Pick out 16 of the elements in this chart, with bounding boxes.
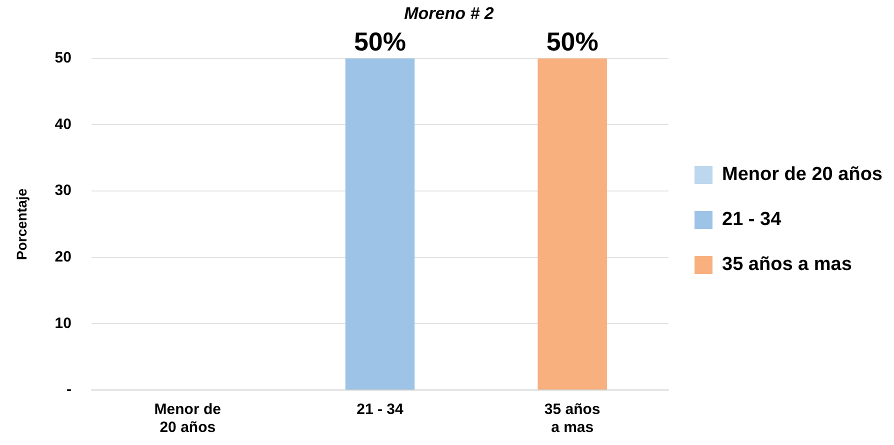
y-axis-title: Porcentaje (13, 188, 30, 260)
y-tick-label: - (66, 381, 72, 398)
y-tick-label: 10 (54, 314, 72, 332)
y-tick-label: 30 (54, 182, 72, 200)
data-label: 50% (354, 26, 406, 57)
chart-title: Moreno # 2 (404, 4, 494, 23)
legend-label: Menor de 20 años (722, 164, 882, 186)
x-tick-label: Menor de 20 años (154, 401, 221, 436)
y-tick-label: 50 (54, 50, 72, 67)
legend-label: 21 - 34 (722, 209, 782, 230)
y-tick-label: 40 (54, 116, 72, 133)
y-tick-label: 20 (54, 248, 72, 266)
legend-label: 35 años a mas (722, 254, 852, 276)
x-tick-label: 35 años a mas (544, 401, 600, 436)
data-label: 50% (546, 26, 598, 57)
x-tick-label: 21 - 34 (356, 401, 404, 418)
